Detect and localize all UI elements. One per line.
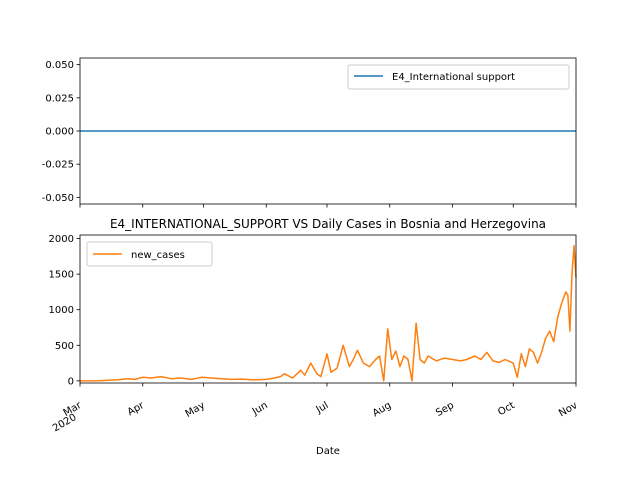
bottom-legend-label: new_cases	[131, 250, 185, 261]
y-tick-label: -0.050	[42, 193, 74, 204]
series-line-new-cases	[79, 244, 577, 382]
y-tick-label: 1000	[49, 305, 74, 316]
bottom-axes: E4_INTERNATIONAL_SUPPORT VS Daily Cases …	[49, 217, 580, 457]
bottom-series-group	[79, 244, 577, 382]
top-legend-label: E4_International support	[392, 72, 515, 83]
y-tick-label: 0.050	[45, 60, 74, 71]
y-tick-label: -0.025	[42, 160, 74, 171]
bottom-y-ticks: 0 500 1000 1500 2000	[49, 234, 80, 387]
top-x-ticks	[79, 204, 577, 208]
bottom-legend-box	[86, 241, 213, 267]
top-axes: 0.050 0.025 0.000 -0.025 -0.050 E4_Internati…	[42, 57, 577, 208]
top-y-ticks: 0.050 0.025 0.000 -0.025 -0.050	[42, 60, 80, 204]
y-tick-label: 500	[55, 341, 74, 352]
y-tick-label: 1500	[49, 270, 74, 281]
x-axis-label: Date	[316, 446, 340, 457]
chart-title: E4_INTERNATIONAL_SUPPORT VS Daily Cases …	[110, 217, 546, 231]
y-tick-label: 0.000	[45, 127, 74, 138]
top-legend-box	[347, 64, 570, 90]
top-legend: E4_International support	[347, 64, 570, 90]
bottom-axes-frame	[79, 234, 577, 384]
y-tick-label: 0	[68, 376, 74, 387]
y-tick-label: 0.025	[45, 93, 74, 104]
bottom-legend: new_cases	[86, 241, 213, 267]
y-tick-label: 2000	[49, 234, 74, 245]
